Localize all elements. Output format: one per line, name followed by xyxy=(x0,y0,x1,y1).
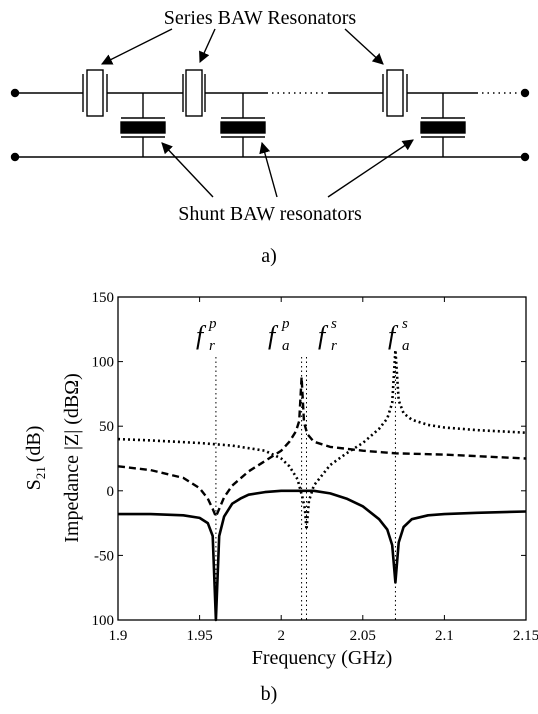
y-tick-label: 0 xyxy=(107,484,115,500)
output-terminal-top xyxy=(520,88,530,98)
x-tick-label: 2.1 xyxy=(435,628,454,644)
marker-fa-s-sup: s xyxy=(402,316,408,332)
series-resonator xyxy=(182,69,206,117)
marker-fr-p-sup: p xyxy=(208,316,217,332)
series-resonator xyxy=(382,69,408,117)
plot-curves xyxy=(117,348,527,622)
x-tick-label: 2 xyxy=(277,628,285,644)
y-tick-label: 150 xyxy=(92,290,115,306)
arrow-series xyxy=(344,28,384,65)
marker-fa-s-sub: a xyxy=(402,338,410,354)
y-tick-label: -50 xyxy=(94,548,114,564)
marker-fr-p: f p r xyxy=(196,316,217,354)
x-tick-label: 1.95 xyxy=(186,628,212,644)
marker-fa-s: f s a xyxy=(388,316,410,354)
marker-fa-p-base: f xyxy=(268,321,279,350)
marker-fr-s-sup: s xyxy=(331,316,337,332)
y-axis-label-left-unit: (dB) xyxy=(23,426,45,463)
arrow-shunt xyxy=(327,139,414,198)
series-resonator xyxy=(82,69,108,117)
marker-fa-p: f p a xyxy=(268,316,290,354)
series-line-solid xyxy=(118,489,527,622)
series-line-dotted xyxy=(117,348,527,531)
shunt-resonator xyxy=(420,93,466,157)
y-axis-label-left-base: S xyxy=(23,479,45,490)
caption-b: b) xyxy=(261,683,278,705)
marker-fr-p-sub: r xyxy=(209,338,215,354)
ladder-schematic xyxy=(10,28,530,198)
shunt-resonator xyxy=(220,93,266,157)
caption-a: a) xyxy=(261,245,277,267)
marker-fr-s-base: f xyxy=(318,321,329,350)
marker-fr-s-sub: r xyxy=(331,338,337,354)
marker-lines xyxy=(215,357,396,620)
y-axis-label-right: Impedance |Z| (dBΩ) xyxy=(61,373,83,542)
x-ticks: 1.9 1.95 2 2.05 2.1 2.15 xyxy=(109,297,538,644)
y-tick-label: 100 xyxy=(92,613,115,629)
shunt-resonator xyxy=(120,93,166,157)
marker-fr-s: f s r xyxy=(318,316,337,354)
x-tick-label: 1.9 xyxy=(109,628,128,644)
x-axis-label: Frequency (GHz) xyxy=(252,647,393,669)
y-tick-label: 50 xyxy=(99,419,114,435)
x-tick-label: 2.15 xyxy=(513,628,538,644)
marker-fa-p-sup: p xyxy=(281,316,290,332)
marker-fa-p-sub: a xyxy=(282,338,290,354)
marker-fa-s-base: f xyxy=(388,321,399,350)
shunt-resonators-label: Shunt BAW resonators xyxy=(178,203,362,225)
x-tick-label: 2.05 xyxy=(350,628,376,644)
y-ticks: 100 -50 0 50 100 150 xyxy=(92,290,526,629)
series-resonators-label: Series BAW Resonators xyxy=(164,7,357,29)
plot-axes: 1.9 1.95 2 2.05 2.1 2.15 100 -50 0 50 100 150 xyxy=(92,290,538,644)
arrow-series xyxy=(100,28,173,65)
y-tick-label: 100 xyxy=(92,355,115,371)
y-axis-label-left-sub: 21 xyxy=(33,466,48,479)
y-axis-label-left: S21 (dB) xyxy=(23,426,48,491)
svg-text:S21(dB): S21 (dB) xyxy=(23,426,48,491)
marker-fr-p-base: f xyxy=(196,321,207,350)
series-line-dashed xyxy=(117,375,527,518)
arrow-series xyxy=(199,28,216,64)
arrow-shunt xyxy=(161,142,214,198)
arrow-shunt xyxy=(259,141,278,198)
